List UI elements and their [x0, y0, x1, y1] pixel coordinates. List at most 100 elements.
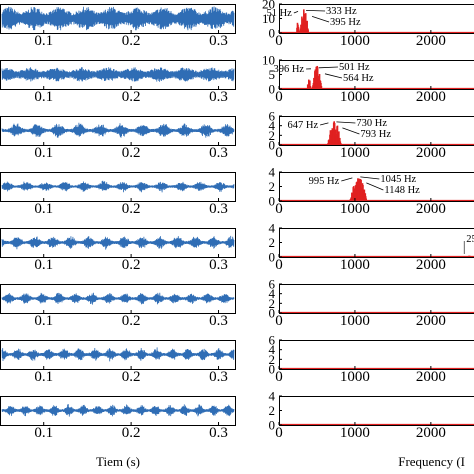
x-tick-label: 0.1 [34, 201, 53, 217]
x-tick-label: 0.2 [122, 145, 141, 161]
x-tick-label: 0.3 [209, 33, 228, 49]
freq-annotation: 564 Hz [343, 73, 374, 84]
y-tick-label: 0 [269, 82, 276, 97]
waveform-line [1, 404, 235, 417]
y-tick-label: 0 [269, 194, 276, 209]
x-tick-label: 0.1 [34, 257, 53, 273]
x-tick-label: 0.2 [122, 369, 141, 385]
annotation-arrow [311, 15, 330, 23]
y-tick-label: 10 [262, 11, 275, 26]
x-tick-label: 1000 [340, 145, 370, 161]
freq-panel-frame [279, 4, 474, 34]
x-tick-label: 2000 [416, 201, 446, 217]
annotation-arrow [320, 122, 329, 126]
freq-panel-frame [279, 396, 474, 426]
y-tick-label: 4 [269, 165, 276, 180]
x-tick-label: 0.1 [34, 369, 53, 385]
y-tick-label: 0 [269, 418, 276, 433]
time-panel-8: 0.1 0.2 0.3 [0, 396, 236, 441]
y-tick-label: 4 [269, 286, 276, 301]
freq-panel-7: 02460100020002864 [269, 333, 474, 385]
x-tick-label: 0.3 [209, 257, 228, 273]
freq-annotation: 730 Hz [356, 118, 387, 129]
x-tick-label: 0.3 [209, 89, 228, 105]
y-tick-label: 2 [269, 235, 276, 250]
annotation-arrow [342, 127, 360, 135]
x-tick-label: 0.3 [209, 145, 228, 161]
x-tick-label: 0 [275, 425, 283, 441]
x-tick-label: 0 [275, 369, 283, 385]
freq-annotation: 995 Hz [309, 176, 340, 187]
x-tick-label: 2000 [416, 257, 446, 273]
freq-annotation: 1148 Hz [384, 185, 420, 196]
time-panel-4: 0.1 0.2 0.3 [0, 172, 236, 217]
y-tick-label: 2 [269, 403, 276, 418]
waveform-line [1, 347, 235, 362]
x-tick-label: 0.2 [122, 201, 141, 217]
y-tick-label: 4 [269, 221, 276, 236]
waveform-line [1, 292, 235, 305]
x-tick-label: 0.2 [122, 425, 141, 441]
time-axis-label: Tiem (s) [96, 454, 140, 469]
y-tick-label: 0 [269, 138, 276, 153]
x-tick-label: 1000 [340, 313, 370, 329]
y-tick-label: 0 [269, 250, 276, 265]
x-tick-label: 0 [275, 33, 283, 49]
x-tick-label: 0 [275, 89, 283, 105]
waveform-line [1, 180, 235, 193]
x-tick-label: 1000 [340, 201, 370, 217]
y-tick-label: 20 [262, 0, 275, 12]
freq-annotation: 1045 Hz [380, 174, 416, 185]
x-tick-label: 1000 [340, 425, 370, 441]
freq-panel-frame [279, 340, 474, 370]
time-panel-frame [0, 116, 236, 146]
y-tick-label: 4 [269, 389, 276, 404]
time-panel-frame [0, 340, 236, 370]
annotation-arrow [324, 73, 343, 79]
x-tick-label: 0 [275, 257, 283, 273]
x-tick-label: 2000 [416, 89, 446, 105]
x-tick-label: 0.2 [122, 33, 141, 49]
x-tick-label: 0.2 [122, 257, 141, 273]
x-tick-label: 2000 [416, 33, 446, 49]
y-tick-label: 5 [269, 67, 276, 82]
freq-panel-5: 0240100020002505 Hz [269, 221, 474, 273]
x-tick-label: 1000 [340, 257, 370, 273]
time-panel-frame [0, 396, 236, 426]
freq-annotation: 51 Hz [266, 8, 292, 19]
time-panel-frame [0, 228, 236, 258]
x-tick-label: 1000 [340, 33, 370, 49]
time-panel-5: 0.1 0.2 0.3 [0, 228, 236, 273]
time-panel-frame [0, 284, 236, 314]
freq-annotation: 395 Hz [330, 17, 361, 28]
freq-annotation: 2505 Hz [466, 234, 474, 245]
y-tick-label: 2 [269, 179, 276, 194]
x-tick-label: 0.1 [34, 33, 53, 49]
waveform-line [1, 235, 235, 250]
time-panel-2: 0.1 0.2 0.3 [0, 60, 236, 105]
y-tick-label: 0 [269, 306, 276, 321]
time-panel-6: 0.1 0.2 0.3 [0, 284, 236, 329]
freq-panel-frame [279, 228, 474, 258]
y-tick-label: 10 [262, 53, 275, 68]
y-tick-label: 2 [269, 296, 276, 311]
time-panel-frame [0, 60, 236, 90]
y-tick-label: 2 [269, 352, 276, 367]
annotation-arrow [318, 66, 338, 69]
waveform-line [1, 6, 235, 31]
y-tick-label: 6 [269, 277, 276, 292]
x-tick-label: 0.1 [34, 313, 53, 329]
annotation-arrow [293, 10, 299, 14]
time-panel-3: 0.1 0.2 0.3 [0, 116, 236, 161]
waveform-line [1, 122, 235, 138]
x-tick-label: 0.2 [122, 313, 141, 329]
annotation-arrow [360, 176, 380, 180]
annotation-arrow [306, 9, 326, 12]
